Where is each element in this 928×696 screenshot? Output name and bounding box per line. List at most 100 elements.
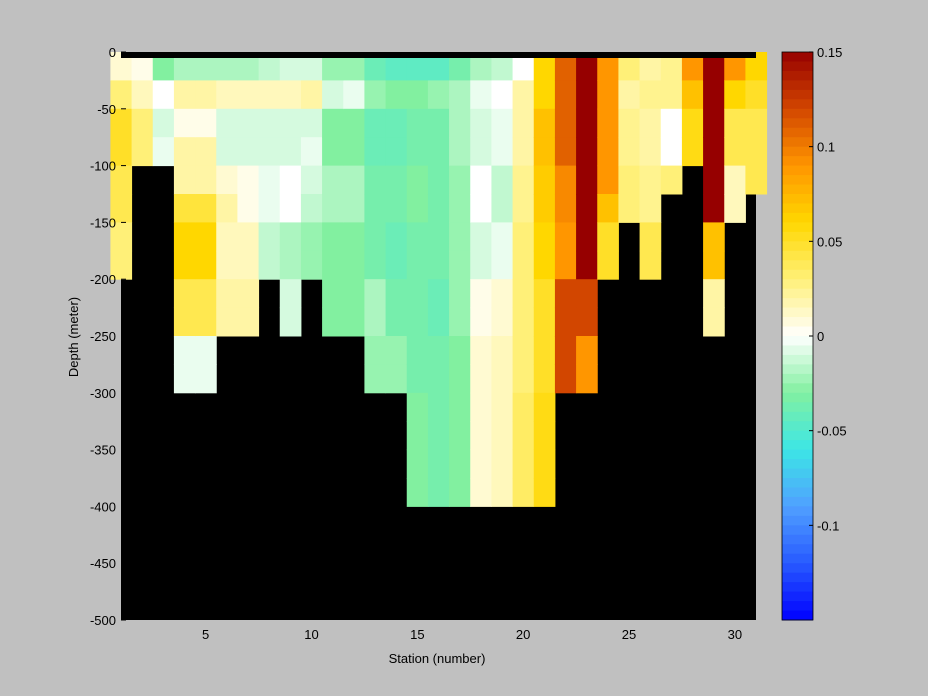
- heatmap-cell: [343, 250, 365, 280]
- heatmap-cell: [300, 250, 323, 280]
- heatmap-cell: [131, 137, 154, 167]
- heatmap-cell: [512, 194, 535, 223]
- heatmap-cell: [258, 250, 281, 280]
- heatmap-cell: [703, 165, 725, 195]
- colorbar-band: [782, 288, 813, 299]
- y-tick-label: -150: [90, 215, 116, 230]
- heatmap-cell: [491, 478, 514, 507]
- heatmap-cell: [258, 165, 281, 195]
- heatmap-cell: [385, 165, 408, 195]
- heatmap-cell: [681, 108, 704, 138]
- heatmap-cell: [533, 392, 556, 422]
- heatmap-cell: [512, 52, 535, 81]
- heatmap-cell: [152, 52, 175, 81]
- colorbar-band: [782, 146, 813, 157]
- heatmap-cell: [427, 364, 450, 394]
- heatmap-cell: [406, 392, 429, 422]
- heatmap-cell: [364, 250, 387, 280]
- x-axis: 5 10 15 20 25 30: [202, 615, 742, 642]
- heatmap-cell: [639, 250, 662, 280]
- heatmap-cell: [491, 307, 514, 337]
- heatmap-cell: [554, 279, 577, 309]
- heatmap-cell: [258, 108, 281, 138]
- colorbar-band: [782, 260, 813, 271]
- heatmap-cell: [533, 80, 556, 110]
- heatmap-cell: [237, 165, 260, 195]
- heatmap-cell: [576, 165, 598, 195]
- heatmap-cell: [491, 194, 514, 223]
- heatmap-cell: [576, 52, 598, 81]
- heatmap-cell: [491, 279, 514, 309]
- heatmap-cell: [364, 52, 387, 81]
- heatmap-cell: [491, 449, 514, 479]
- heatmap-cell: [385, 52, 408, 81]
- colorbar-band: [782, 440, 813, 451]
- heatmap-cell: [470, 364, 492, 394]
- heatmap-cell: [427, 392, 450, 422]
- heatmap-cell: [533, 165, 556, 195]
- heatmap-cell: [173, 279, 196, 309]
- heatmap-cell: [173, 108, 196, 138]
- heatmap-cell: [427, 222, 450, 252]
- heatmap-cell: [152, 108, 175, 138]
- heatmap-cell: [554, 194, 577, 223]
- heatmap-cell: [449, 165, 471, 195]
- heatmap-cell: [724, 194, 746, 223]
- heatmap-cell: [533, 250, 556, 280]
- heatmap-cell: [491, 137, 514, 167]
- x-tick-label: 15: [410, 627, 424, 642]
- heatmap-cell: [406, 307, 429, 337]
- heatmap-cell: [195, 52, 217, 81]
- heatmap-cell: [470, 392, 492, 422]
- heatmap-cell: [195, 307, 217, 337]
- heatmap-cell: [364, 137, 387, 167]
- heatmap-cell: [385, 250, 408, 280]
- heatmap-cell: [300, 137, 323, 167]
- colorbar-band: [782, 430, 813, 441]
- heatmap-cell: [173, 165, 196, 195]
- y-axis: 0 -50 -100 -150 -200 -250 -300 -350 -400 -450 -500: [90, 45, 126, 628]
- colorbar: [781, 51, 814, 621]
- heatmap-cell: [533, 449, 556, 479]
- heatmap-cell: [703, 108, 725, 138]
- heatmap-cell: [681, 52, 704, 81]
- heatmap-cell: [427, 336, 450, 365]
- colorbar-band: [782, 449, 813, 460]
- heatmap-cell: [385, 194, 408, 223]
- heatmap-cell: [639, 52, 662, 81]
- heatmap-cell: [512, 392, 535, 422]
- heatmap-cell: [491, 52, 514, 81]
- heatmap-cell: [745, 108, 768, 138]
- heatmap-cell: [512, 307, 535, 337]
- heatmap-cell: [110, 222, 133, 252]
- heatmap-cell: [660, 137, 683, 167]
- heatmap-cell: [237, 194, 260, 223]
- heatmap-cell: [216, 222, 238, 252]
- heatmap-cell: [279, 108, 302, 138]
- heatmap-cell: [681, 80, 704, 110]
- heatmap-cell: [639, 222, 662, 252]
- heatmap-cell: [427, 421, 450, 451]
- heatmap-cell: [343, 194, 365, 223]
- heatmap-cell: [195, 336, 217, 365]
- heatmap-cell: [237, 108, 260, 138]
- heatmap-cell: [449, 421, 471, 451]
- heatmap-cell: [449, 364, 471, 394]
- heatmap-cell: [618, 165, 641, 195]
- heatmap-cell: [173, 364, 196, 394]
- colorbar-band: [782, 478, 813, 488]
- colorbar-band: [782, 534, 813, 545]
- heatmap-cell: [512, 421, 535, 451]
- heatmap-cell: [449, 478, 471, 507]
- heatmap-cell: [237, 222, 260, 252]
- colorbar-tick-label: -0.05: [817, 424, 847, 439]
- heatmap-cell: [300, 194, 323, 223]
- heatmap-cell: [173, 307, 196, 337]
- colorbar-band: [782, 279, 813, 290]
- heatmap-cell: [237, 137, 260, 167]
- y-tick-label: -350: [90, 443, 116, 458]
- heatmap-cell: [195, 364, 217, 394]
- colorbar-band: [782, 336, 813, 346]
- heatmap-cell: [703, 52, 725, 81]
- heatmap-cell: [554, 250, 577, 280]
